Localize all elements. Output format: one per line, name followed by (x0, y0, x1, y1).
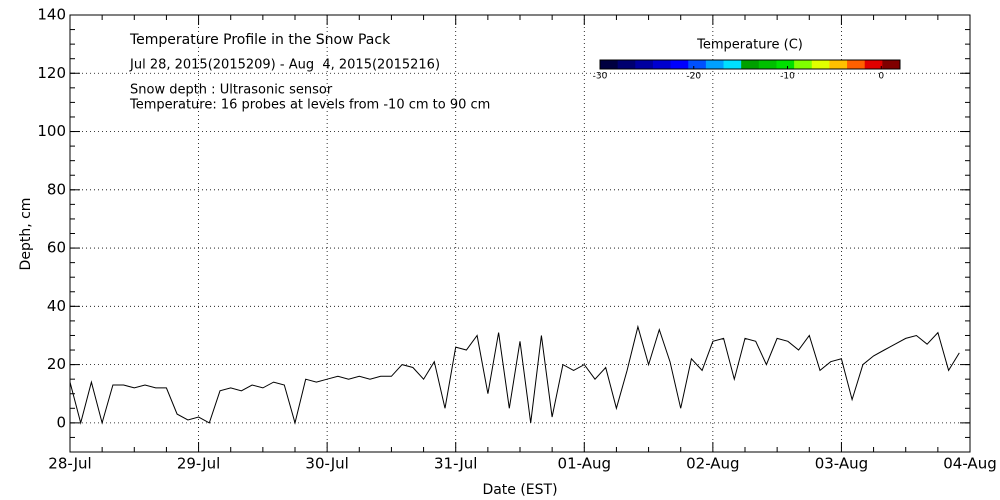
colorbar-cell (741, 60, 760, 69)
colorbar-cell (882, 60, 901, 69)
colorbar-cell (652, 60, 672, 69)
x-tick-label: 30-Jul (305, 455, 348, 473)
x-tick-label: 04-Aug (943, 455, 996, 473)
colorbar-cell (688, 60, 707, 69)
colorbar-cell (600, 60, 619, 69)
data-line (69, 324, 960, 425)
colorbar-tick-label: -30 (593, 72, 608, 82)
colorbar-frame (599, 59, 901, 70)
y-tick-label: 40 (47, 297, 66, 315)
colorbar-cell (723, 60, 742, 69)
x-tick-label: 28-Jul (48, 455, 91, 473)
colorbar-cell (635, 60, 654, 69)
y-tick-label: 80 (47, 180, 66, 198)
y-tick-label: 140 (37, 6, 66, 24)
colorbar-tick-label: -10 (780, 72, 795, 82)
x-tick-label: 29-Jul (177, 455, 220, 473)
y-tick-label: 20 (47, 355, 66, 373)
chart-title: Temperature Profile in the Snow Pack (129, 32, 391, 48)
colorbar-cell (705, 60, 725, 69)
x-axis-label: Date (EST) (482, 482, 557, 498)
x-tick-label: 01-Aug (558, 455, 611, 473)
colorbar-cell (811, 60, 830, 69)
colorbar-cell (617, 60, 636, 69)
x-tick-label: 31-Jul (434, 455, 477, 473)
annotation: Temperature: 16 probes at levels from -1… (129, 98, 490, 113)
y-tick-label: 100 (37, 122, 66, 140)
colorbar-cell (829, 60, 848, 69)
chart-subtitle: Jul 28, 2015(2015209) - Aug 4, 2015(2015… (129, 58, 440, 73)
colorbar-cell (776, 60, 795, 69)
colorbar-cell (670, 60, 689, 69)
colorbar-cell (758, 60, 777, 69)
colorbar-cell (847, 60, 866, 69)
y-tick-label: 120 (37, 64, 66, 82)
x-tick-label: 03-Aug (815, 455, 868, 473)
colorbar-tick-label: 0 (878, 72, 884, 82)
y-tick-label: 0 (56, 413, 66, 431)
y-tick-label: 60 (47, 239, 66, 257)
colorbar-cell (794, 60, 813, 69)
y-axis-label: Depth, cm (18, 198, 34, 271)
plot-frame (69, 14, 971, 453)
colorbar-tick-label: -20 (686, 72, 701, 82)
x-tick-label: 02-Aug (686, 455, 739, 473)
annotation: Snow depth : Ultrasonic sensor (130, 83, 333, 98)
colorbar-title: Temperature (C) (696, 38, 803, 53)
colorbar-cell (864, 60, 883, 69)
